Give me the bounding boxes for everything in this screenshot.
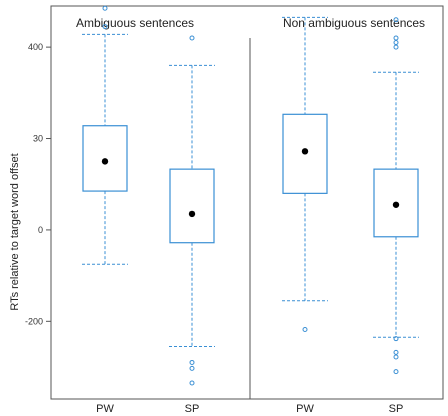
box-non-ambiguous-pw — [282, 16, 328, 333]
box-ambiguous-pw — [82, 5, 128, 265]
outlier-point — [393, 40, 399, 46]
outlier-point — [189, 359, 195, 365]
iqr-box — [169, 168, 215, 244]
outlier-point — [393, 354, 399, 360]
y-axis-title: RTs relative to target word offset — [9, 153, 21, 310]
median-dot — [392, 201, 400, 208]
panel-title-left: Ambiguous sentences — [76, 16, 194, 30]
outlier-point — [102, 5, 108, 11]
y-tick-label: 0 — [38, 225, 43, 235]
outlier-point — [189, 365, 195, 371]
outlier-point — [393, 17, 399, 23]
median-dot — [188, 210, 196, 218]
outlier-point — [393, 336, 399, 342]
box-non-ambiguous-sp — [373, 17, 419, 375]
outlier-point — [189, 35, 195, 41]
panel-title-right: Non ambiguous sentences — [283, 16, 425, 30]
y-tick-label: -200 — [25, 316, 43, 326]
y-tick-label: 400 — [28, 42, 43, 52]
y-tick-label: 30 — [33, 134, 43, 144]
boxes — [82, 5, 419, 386]
plot-frame — [50, 5, 444, 400]
category-labels: PW SP PW SP — [96, 403, 403, 415]
box-ambiguous-sp — [169, 35, 215, 386]
y-axis: 400 30 0 -200 — [25, 42, 51, 326]
outlier-point — [393, 35, 399, 41]
outlier-point — [189, 380, 195, 386]
category-label: PW — [296, 403, 314, 415]
category-label: PW — [96, 403, 114, 415]
outlier-point — [302, 327, 308, 333]
median-dot — [301, 148, 309, 155]
outlier-point — [393, 369, 399, 375]
outlier-point — [102, 24, 108, 30]
outlier-point — [393, 349, 399, 355]
outlier-point — [393, 44, 399, 50]
category-label: SP — [185, 403, 200, 415]
category-label: SP — [389, 403, 404, 415]
median-dot — [101, 158, 109, 165]
